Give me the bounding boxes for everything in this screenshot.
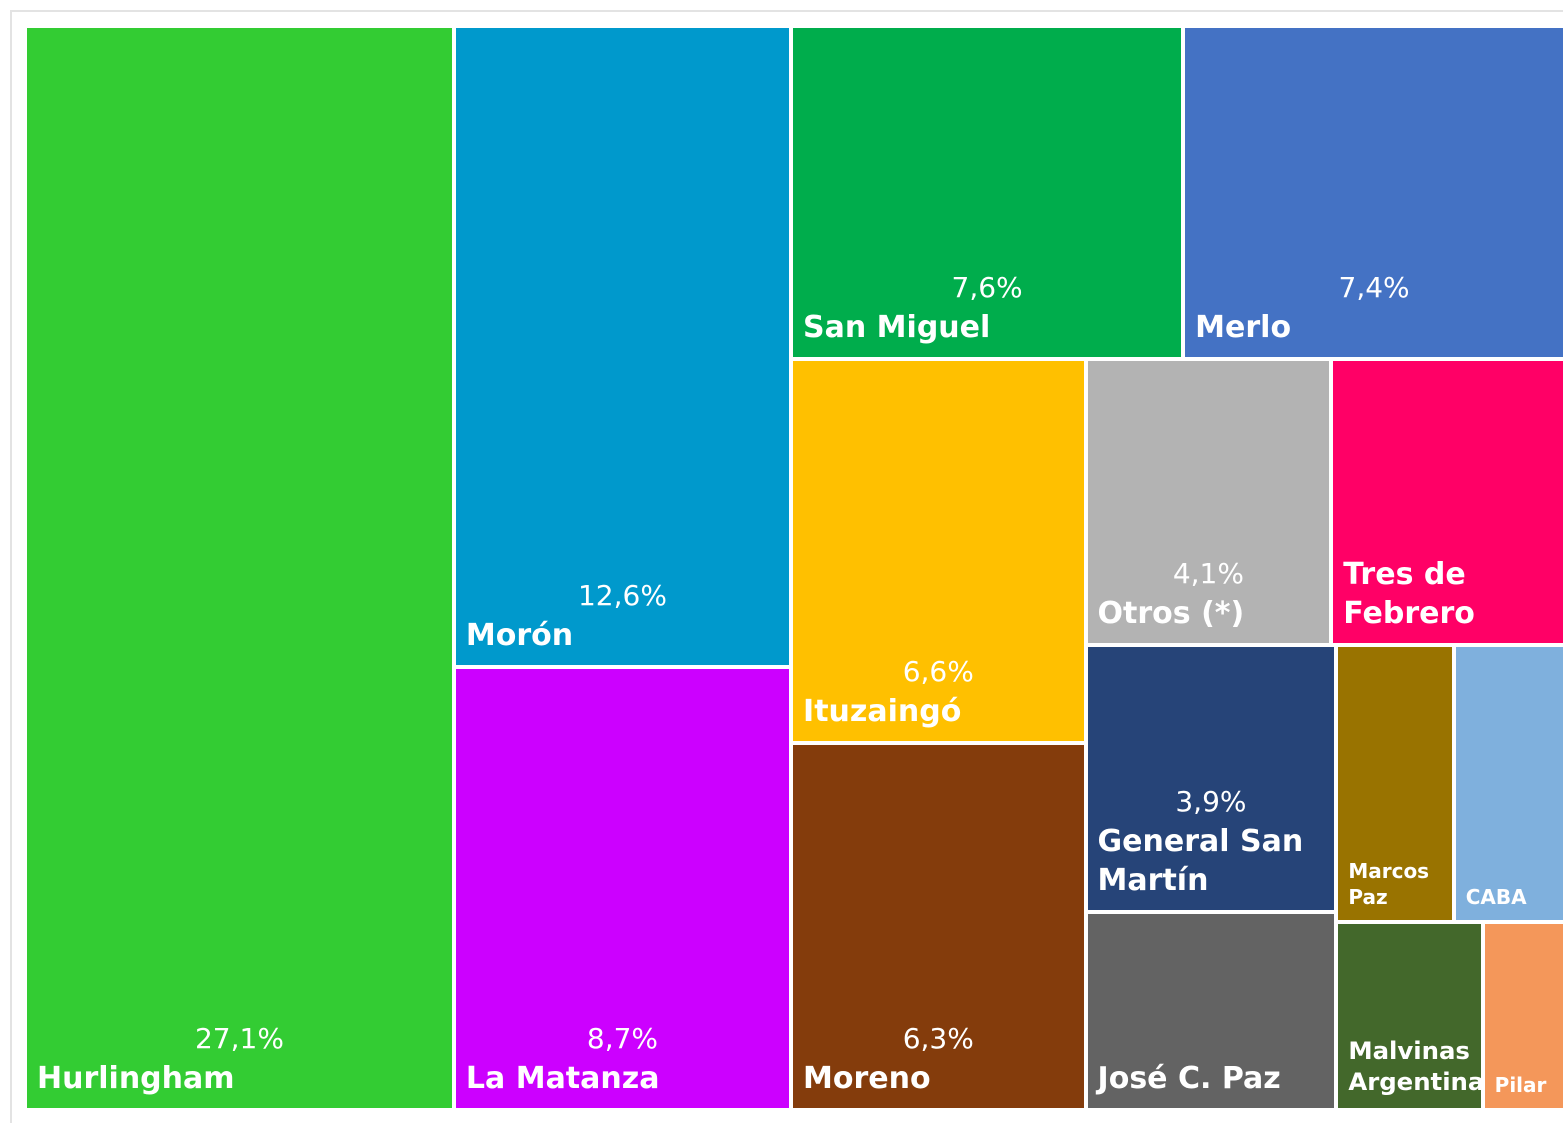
category-label: José C. Paz — [1097, 1060, 1281, 1096]
tile: 6,6% Ituzaingó — [793, 360, 1084, 741]
category-label: Merlo — [1195, 309, 1292, 345]
tile: 4,1% Otros (*) — [1087, 360, 1330, 643]
tile: Marcos Paz — [1338, 646, 1452, 921]
value-label: 4,1% — [1172, 556, 1244, 590]
tile: 27,1% Hurlingham — [27, 28, 452, 1108]
tile: 12,6% Morón — [455, 28, 790, 666]
frame — [10, 10, 1563, 1123]
value-label: 6,3% — [902, 1021, 974, 1055]
treemap: 27,1% Hurlingham 12,6% Morón 8,7% La Matanza 7… — [25, 26, 1563, 1110]
tile: CABA — [1455, 646, 1563, 921]
tile: Malvinas Argentinas — [1338, 924, 1481, 1108]
category-label: Morón — [465, 618, 574, 654]
tile: 7,6% San Miguel — [793, 28, 1182, 357]
value-label: 7,6% — [951, 270, 1023, 304]
category-label: La Matanza — [465, 1060, 660, 1096]
tile: Pilar — [1484, 924, 1563, 1108]
category-label: Tres de Febrero — [1343, 556, 1475, 631]
category-label: Pilar — [1494, 1072, 1547, 1097]
tile: Tres de Febrero — [1333, 360, 1563, 643]
tile: 8,7% La Matanza — [455, 669, 790, 1108]
category-label: CABA — [1465, 885, 1527, 910]
tile: 3,9% General San Martín — [1087, 646, 1335, 910]
value-label: 8,7% — [586, 1021, 659, 1055]
value-label: 7,4% — [1338, 270, 1410, 304]
tile: 7,4% Merlo — [1185, 28, 1563, 357]
category-label: General San Martín — [1097, 823, 1304, 898]
value-label: 3,9% — [1175, 784, 1247, 818]
value-label: 27,1% — [194, 1022, 284, 1055]
category-label: Ituzaingó — [803, 693, 962, 729]
category-label: Otros (*) — [1097, 595, 1245, 631]
category-label: Malvinas Argentinas — [1348, 1035, 1481, 1097]
tile: José C. Paz — [1087, 913, 1335, 1108]
category-label: San Miguel — [803, 309, 991, 345]
category-label: Moreno — [803, 1060, 931, 1096]
tile: 6,3% Moreno — [793, 744, 1084, 1108]
value-label: 6,6% — [902, 654, 974, 688]
category-label: Hurlingham — [37, 1061, 235, 1096]
category-label: Marcos Paz — [1348, 859, 1430, 910]
value-label: 12,6% — [577, 579, 667, 613]
